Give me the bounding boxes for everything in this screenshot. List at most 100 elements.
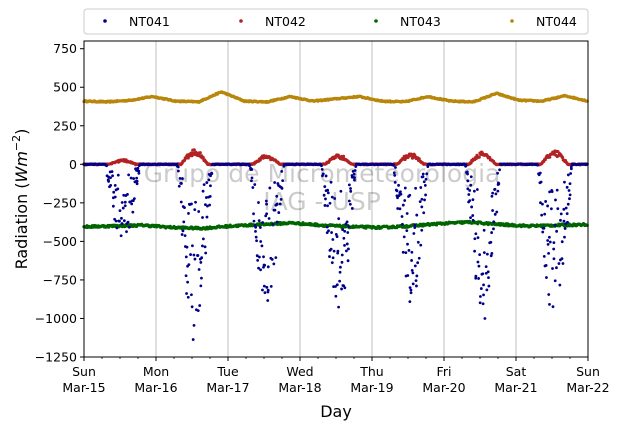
data-point (344, 249, 348, 253)
legend-box (83, 8, 589, 35)
data-point (208, 195, 212, 198)
data-point (568, 193, 572, 197)
y-tick-label: −1250 (35, 350, 77, 365)
data-point (465, 170, 469, 174)
data-point (333, 197, 337, 200)
data-point (554, 198, 557, 202)
data-point (564, 206, 568, 210)
data-point (201, 244, 204, 248)
data-point (424, 177, 428, 181)
data-point (326, 188, 330, 192)
data-point (184, 274, 188, 278)
data-point (254, 229, 257, 233)
data-point (190, 293, 193, 297)
data-point (476, 260, 480, 264)
data-point (559, 212, 563, 216)
data-point (204, 251, 208, 255)
x-tick-label-day: Thu (359, 364, 383, 379)
data-point (266, 265, 270, 269)
data-point (395, 189, 399, 193)
data-point (550, 190, 554, 194)
data-point (422, 180, 426, 184)
data-point (553, 223, 557, 227)
data-point (415, 213, 419, 217)
data-point (116, 173, 120, 177)
data-point (190, 305, 194, 309)
data-point (326, 204, 329, 208)
y-tick-label: −500 (43, 234, 77, 249)
data-point (250, 179, 253, 183)
data-point (321, 172, 325, 176)
data-point (565, 212, 569, 216)
series-nt044 (82, 90, 589, 105)
data-point (419, 243, 423, 247)
data-point (470, 205, 474, 209)
data-point (250, 176, 254, 180)
data-point (392, 171, 396, 175)
data-point (479, 287, 483, 290)
data-point (420, 205, 424, 209)
data-point (178, 176, 182, 180)
data-point (549, 207, 553, 211)
data-point (337, 305, 340, 309)
data-point (332, 249, 336, 253)
data-point (209, 184, 212, 188)
x-tick-label-date: Mar-18 (278, 380, 321, 395)
data-point (276, 182, 280, 185)
data-point (252, 212, 255, 216)
data-point (175, 162, 179, 166)
data-point (268, 186, 272, 190)
data-point (413, 223, 417, 227)
data-point (423, 198, 426, 202)
data-point (481, 272, 485, 276)
data-point (264, 199, 268, 203)
data-point (546, 243, 550, 246)
data-point (416, 261, 420, 265)
data-point (338, 279, 342, 283)
legend-item-nt042: NT042 (239, 14, 306, 29)
data-point (541, 230, 545, 234)
data-point (411, 271, 415, 275)
data-point (474, 276, 478, 280)
data-point (467, 193, 471, 196)
data-point (115, 226, 119, 230)
data-point (566, 173, 570, 177)
data-point (273, 181, 277, 184)
data-point (546, 239, 550, 242)
data-point (118, 209, 122, 212)
data-point (544, 200, 548, 203)
data-point (491, 209, 494, 212)
legend-label: NT041 (129, 14, 170, 29)
y-tick-label: 0 (69, 157, 77, 172)
x-tick-label-day: Sat (506, 364, 527, 379)
data-point (258, 226, 262, 229)
data-point (320, 167, 324, 171)
data-point (482, 251, 486, 255)
data-point (552, 241, 556, 245)
data-point (425, 172, 429, 176)
legend-item-nt044: NT044 (510, 14, 577, 29)
data-point (187, 263, 191, 267)
data-point (336, 249, 340, 253)
data-point (420, 228, 424, 232)
data-point (347, 199, 351, 203)
data-point (105, 164, 108, 168)
data-point (477, 277, 480, 280)
data-point (340, 253, 344, 257)
data-point (497, 182, 501, 186)
data-point (259, 268, 262, 272)
data-point (207, 178, 211, 182)
data-point (548, 190, 552, 194)
x-tick-label-date: Mar-21 (494, 380, 537, 395)
series-nt041 (82, 162, 589, 341)
data-point (205, 181, 209, 184)
y-tick-label: 750 (53, 41, 77, 56)
data-point (113, 183, 117, 187)
data-point (266, 288, 270, 292)
legend-marker (374, 19, 378, 23)
legend-marker (239, 19, 243, 23)
data-point (263, 291, 267, 295)
data-point (401, 222, 404, 226)
data-point (347, 183, 351, 187)
data-point (548, 240, 552, 244)
